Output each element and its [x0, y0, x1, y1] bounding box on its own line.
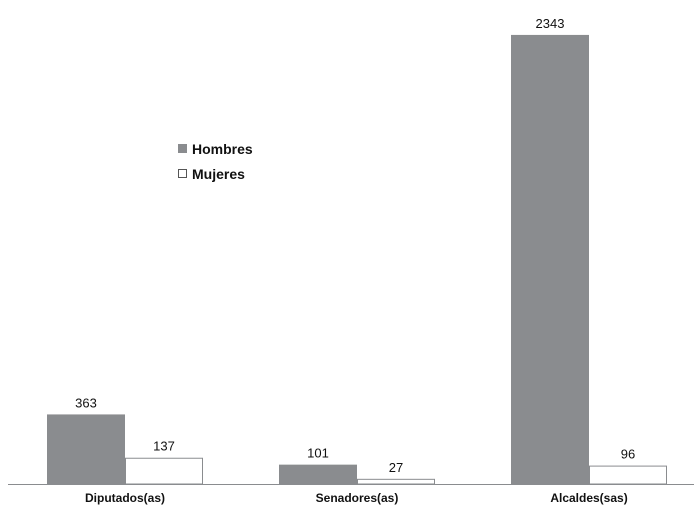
bar-hombres-alcaldes-sas: [511, 34, 589, 485]
data-label-mujeres-diputados-as: 137: [153, 439, 175, 454]
data-label-hombres-diputados-as: 363: [75, 395, 97, 410]
legend-item-hombres: Hombres: [178, 136, 253, 161]
legend-label-hombres: Hombres: [192, 140, 253, 157]
legend-label-mujeres: Mujeres: [192, 165, 245, 182]
legend-item-mujeres: Mujeres: [178, 161, 253, 186]
legend-swatch-hombres: [178, 144, 187, 153]
bar-hombres-diputados-as: [47, 414, 125, 485]
legend-swatch-mujeres: [178, 169, 187, 178]
category-label-diputados-as: Diputados(as): [85, 491, 165, 505]
category-label-senadores-as: Senadores(as): [316, 491, 399, 505]
bar-mujeres-senadores-as: [357, 478, 435, 485]
category-label-alcaldes-sas: Alcaldes(sas): [550, 491, 627, 505]
bar-hombres-senadores-as: [279, 464, 357, 485]
data-label-hombres-alcaldes-sas: 2343: [536, 16, 565, 31]
data-label-mujeres-senadores-as: 27: [389, 460, 403, 475]
legend: Hombres Mujeres: [178, 136, 253, 186]
bar-mujeres-alcaldes-sas: [589, 465, 667, 485]
data-label-hombres-senadores-as: 101: [307, 446, 329, 461]
data-label-mujeres-alcaldes-sas: 96: [621, 447, 635, 462]
bar-mujeres-diputados-as: [125, 457, 203, 485]
